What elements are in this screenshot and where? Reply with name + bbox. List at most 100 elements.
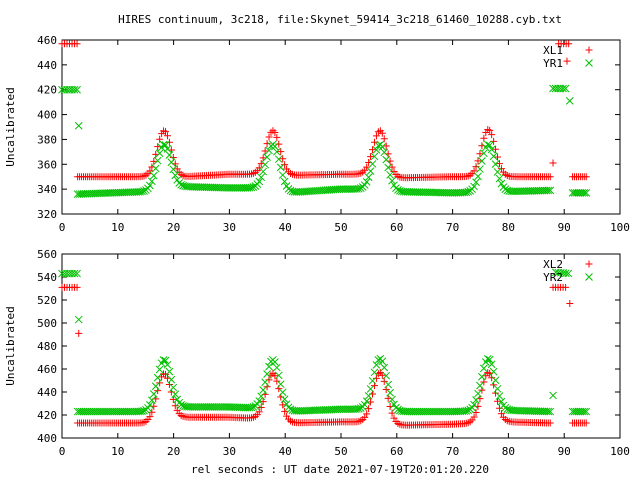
- legend-marker: [585, 59, 593, 67]
- data-point-plus: [494, 397, 502, 405]
- data-point-cross: [559, 84, 567, 93]
- data-point-cross: [70, 85, 79, 94]
- data-point-plus: [156, 379, 164, 387]
- data-point-cross: [570, 189, 579, 197]
- data-point-plus: [372, 132, 380, 140]
- data-point-cross: [280, 395, 289, 404]
- data-point-cross: [483, 354, 492, 363]
- data-point-cross: [487, 145, 496, 154]
- data-point-cross: [112, 407, 121, 416]
- data-point-plus: [380, 377, 388, 385]
- data-point-cross: [110, 407, 119, 416]
- data-point-cross: [576, 189, 585, 197]
- data-point-cross: [493, 168, 502, 176]
- data-point-cross: [572, 189, 581, 197]
- data-point-plus: [549, 159, 557, 167]
- data-point-cross: [394, 405, 402, 414]
- x-tick-label: 40: [279, 445, 292, 458]
- legend-label: YR1: [543, 57, 563, 70]
- data-point-cross: [177, 400, 185, 409]
- y-tick-label: 400: [37, 109, 57, 122]
- x-tick-label: 40: [279, 221, 292, 234]
- y-tick-label: 540: [37, 271, 57, 284]
- chart-panel-2: 0 10 20 30 40 50 60 70 80 90 100 400 420 440 460 480 500…: [4, 248, 630, 458]
- data-point-cross: [388, 176, 396, 185]
- data-point-cross: [578, 407, 587, 416]
- data-point-plus: [156, 135, 164, 143]
- data-point-cross: [497, 397, 506, 406]
- data-point-cross: [568, 189, 577, 197]
- data-point-plus: [365, 405, 373, 413]
- legend-marker: [585, 260, 593, 268]
- data-point-cross: [489, 152, 498, 161]
- data-point-plus: [255, 408, 263, 416]
- x-tick-label: 0: [59, 445, 66, 458]
- data-point-cross: [257, 392, 266, 401]
- y-tick-label: 400: [37, 432, 57, 445]
- data-point-plus: [495, 160, 503, 168]
- data-point-cross: [149, 390, 158, 398]
- data-point-cross: [341, 405, 350, 414]
- data-point-cross: [476, 381, 484, 390]
- data-point-cross: [339, 405, 348, 414]
- data-point-plus: [476, 150, 484, 158]
- data-point-plus: [470, 167, 478, 175]
- data-point-plus: [261, 147, 269, 155]
- data-point-cross: [116, 407, 125, 416]
- data-point-cross: [380, 363, 389, 372]
- data-point-cross: [265, 362, 273, 371]
- data-point-cross: [233, 184, 242, 192]
- data-point-cross: [261, 160, 269, 169]
- data-point-cross: [438, 407, 447, 416]
- data-point-cross: [212, 403, 221, 411]
- data-point-cross: [255, 397, 264, 405]
- data-point-cross: [261, 378, 269, 387]
- y-tick-label: 460: [37, 34, 57, 47]
- data-point-cross: [124, 407, 133, 416]
- data-point-cross: [114, 407, 123, 416]
- data-point-cross: [337, 185, 346, 193]
- data-point-plus: [281, 407, 289, 415]
- x-tick-label: 70: [446, 221, 459, 234]
- data-point-cross: [421, 407, 430, 416]
- data-point-plus: [582, 419, 590, 427]
- data-point-cross: [479, 149, 488, 158]
- data-point-cross: [479, 364, 488, 373]
- data-point-cross: [206, 403, 215, 411]
- data-point-cross: [188, 403, 197, 411]
- data-point-cross: [231, 184, 240, 192]
- y-axis-label: Uncalibrated: [4, 87, 17, 166]
- data-point-cross: [85, 407, 94, 416]
- data-point-plus: [378, 371, 386, 379]
- data-point-cross: [546, 407, 555, 416]
- data-point-cross: [259, 167, 268, 176]
- data-point-plus: [546, 173, 554, 181]
- data-point-cross: [446, 188, 455, 197]
- data-point-cross: [73, 269, 81, 278]
- data-point-plus: [372, 374, 380, 382]
- data-point-cross: [93, 407, 102, 416]
- data-point-cross: [91, 407, 100, 416]
- data-point-cross: [83, 407, 92, 416]
- data-point-cross: [495, 174, 504, 183]
- data-point-cross: [368, 376, 377, 385]
- data-point-cross: [146, 401, 154, 409]
- axis-ticks: 0 10 20 30 40 50 60 70 80 90 100 400 420 440 460 480 500…: [37, 248, 630, 458]
- data-point-cross: [433, 407, 441, 416]
- data-point-cross: [130, 407, 139, 416]
- data-point-cross: [417, 407, 426, 416]
- data-point-plus: [257, 404, 265, 412]
- data-point-cross: [259, 386, 268, 394]
- data-point-cross: [544, 407, 553, 416]
- data-point-cross: [190, 403, 199, 411]
- data-point-plus: [150, 157, 158, 165]
- y-tick-label: 500: [37, 317, 57, 330]
- data-point-plus: [488, 131, 496, 139]
- data-point-plus: [367, 398, 375, 406]
- x-tick-label: 60: [390, 445, 403, 458]
- y-tick-label: 460: [37, 363, 57, 376]
- data-point-plus: [497, 410, 505, 418]
- data-point-plus: [563, 57, 571, 65]
- data-point-cross: [171, 171, 180, 180]
